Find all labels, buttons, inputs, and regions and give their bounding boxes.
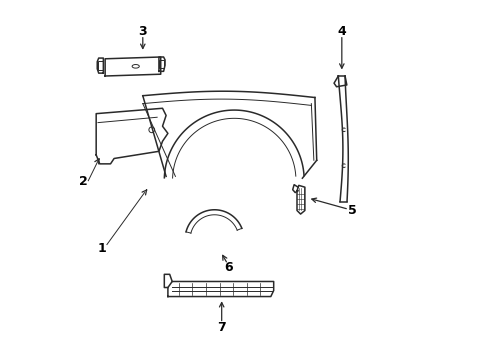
Text: 5: 5 (348, 204, 357, 217)
Text: 7: 7 (218, 321, 226, 334)
Text: 6: 6 (224, 261, 233, 274)
Text: 4: 4 (338, 25, 346, 38)
Bar (98, 61, 103, 70)
Text: 2: 2 (78, 175, 87, 188)
Bar (159, 59, 164, 68)
Text: 3: 3 (139, 25, 147, 38)
Text: 1: 1 (97, 242, 106, 255)
